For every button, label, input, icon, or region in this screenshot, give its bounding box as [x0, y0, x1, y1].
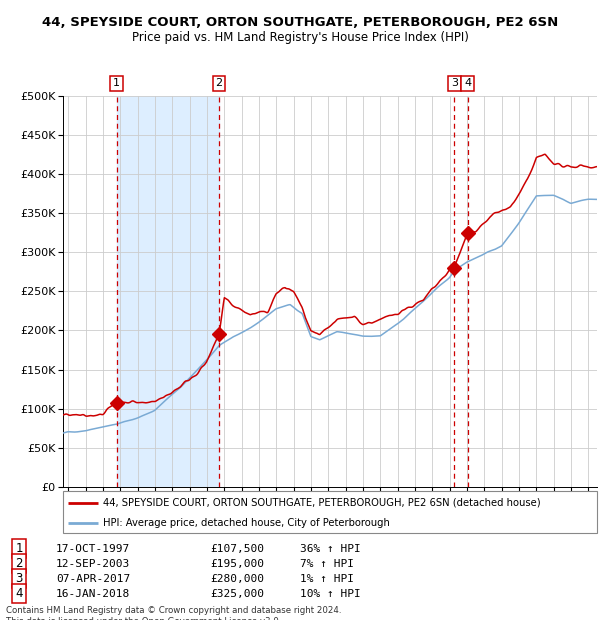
Text: 16-JAN-2018: 16-JAN-2018	[56, 588, 130, 598]
Text: HPI: Average price, detached house, City of Peterborough: HPI: Average price, detached house, City…	[103, 518, 390, 528]
Text: 7% ↑ HPI: 7% ↑ HPI	[300, 559, 354, 569]
Text: 2: 2	[15, 557, 23, 570]
Text: 44, SPEYSIDE COURT, ORTON SOUTHGATE, PETERBOROUGH, PE2 6SN: 44, SPEYSIDE COURT, ORTON SOUTHGATE, PET…	[42, 16, 558, 29]
Text: 1% ↑ HPI: 1% ↑ HPI	[300, 574, 354, 583]
Text: 1: 1	[15, 542, 23, 555]
Text: 10% ↑ HPI: 10% ↑ HPI	[300, 588, 361, 598]
Text: £107,500: £107,500	[211, 544, 265, 554]
Text: £280,000: £280,000	[211, 574, 265, 583]
Text: Price paid vs. HM Land Registry's House Price Index (HPI): Price paid vs. HM Land Registry's House …	[131, 31, 469, 44]
Text: £195,000: £195,000	[211, 559, 265, 569]
Text: 2: 2	[215, 78, 223, 88]
Text: £325,000: £325,000	[211, 588, 265, 598]
Text: 1: 1	[113, 78, 120, 88]
Text: 07-APR-2017: 07-APR-2017	[56, 574, 130, 583]
Text: 4: 4	[15, 587, 23, 600]
Text: 3: 3	[15, 572, 23, 585]
Text: 44, SPEYSIDE COURT, ORTON SOUTHGATE, PETERBOROUGH, PE2 6SN (detached house): 44, SPEYSIDE COURT, ORTON SOUTHGATE, PET…	[103, 498, 541, 508]
Text: 3: 3	[451, 78, 458, 88]
Text: 12-SEP-2003: 12-SEP-2003	[56, 559, 130, 569]
Bar	[116, 96, 219, 487]
Text: 36% ↑ HPI: 36% ↑ HPI	[300, 544, 361, 554]
Text: 17-OCT-1997: 17-OCT-1997	[56, 544, 130, 554]
Text: Contains HM Land Registry data © Crown copyright and database right 2024.
This d: Contains HM Land Registry data © Crown c…	[6, 606, 341, 620]
Text: 4: 4	[464, 78, 471, 88]
